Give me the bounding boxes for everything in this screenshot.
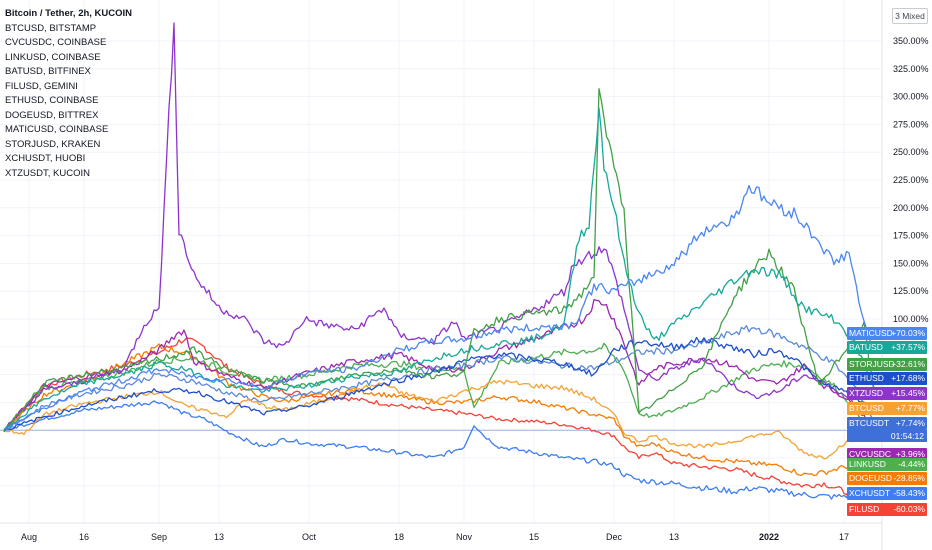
price-tag-symbol: XCHUSDT	[849, 488, 891, 498]
price-tag-symbol: DOGEUSD	[849, 473, 892, 483]
price-tag-value: -4.44%	[898, 459, 925, 469]
price-tag-value: +7.74%	[895, 418, 925, 428]
price-tag-symbol: LINKUSD	[849, 459, 886, 469]
series-line-xchusdt	[3, 400, 875, 500]
price-tag-ethusd[interactable]: ETHUSD +17.68%	[847, 372, 927, 385]
legend-entry[interactable]: DOGEUSD, BITTREX	[5, 109, 99, 121]
series-line-storjusd	[3, 88, 875, 431]
price-tag-symbol: BTCUSD	[849, 403, 884, 413]
legend: Bitcoin / Tether, 2h, KUCOIN BTCUSD, BIT…	[5, 7, 132, 181]
series-line-ethusd	[3, 336, 875, 432]
y-tick-label: 325.00%	[893, 64, 929, 74]
price-tag-symbol: BTCUSDT	[849, 418, 890, 428]
price-tag-symbol: BATUSD	[849, 342, 883, 352]
x-tick-label: Sep	[151, 532, 167, 542]
legend-entry[interactable]: FILUSD, GEMINI	[5, 80, 78, 92]
y-tick-label: 150.00%	[893, 258, 929, 268]
price-tag-value: +17.68%	[891, 373, 925, 383]
legend-entry[interactable]: ETHUSD, COINBASE	[5, 95, 99, 106]
price-tag-value: +32.61%	[891, 359, 925, 369]
legend-entry[interactable]: XTZUSDT, KUCOIN	[5, 167, 90, 179]
x-tick-label: 18	[394, 532, 404, 542]
price-tag-cvcusdc[interactable]: CVCUSDC +3.96%	[847, 448, 927, 461]
price-tag-value: +37.57%	[891, 342, 925, 352]
price-tag-linkusd[interactable]: LINKUSD -4.44%	[847, 458, 927, 471]
x-tick-label: 16	[79, 532, 89, 542]
price-tag-symbol: STORJUSD	[849, 359, 895, 369]
y-tick-label: 275.00%	[893, 119, 929, 129]
price-tag-batusd[interactable]: BATUSD +37.57%	[847, 341, 927, 354]
legend-entry[interactable]: LINKUSD, COINBASE	[5, 51, 101, 63]
x-tick-label: Nov	[456, 532, 473, 542]
y-tick-label: 250.00%	[893, 147, 929, 157]
series-line-btcusdt	[3, 324, 875, 433]
price-tag-symbol: CVCUSDC	[849, 449, 892, 459]
y-tick-label: 200.00%	[893, 203, 929, 213]
price-tag-maticusd[interactable]: MATICUSD+70.03%	[847, 327, 927, 340]
price-tag-symbol: FILUSD	[849, 504, 880, 514]
legend-entry[interactable]: STORJUSD, KRAKEN	[5, 138, 101, 150]
series-line-maticusd	[3, 184, 875, 430]
price-tag-value: +3.96%	[895, 449, 925, 459]
price-tag-value: +7.77%	[895, 403, 925, 413]
x-tick-label: 15	[529, 532, 539, 542]
series-line-filusd	[3, 337, 875, 500]
series-line-btcusd	[3, 379, 875, 460]
bar-countdown: 01:54:12	[847, 430, 927, 442]
price-tag-storjusd[interactable]: STORJUSD+32.61%	[847, 358, 927, 371]
x-tick-label: 13	[214, 532, 224, 542]
price-tag-value: -58.43%	[893, 488, 925, 498]
price-tag-value: -60.03%	[893, 504, 925, 514]
y-tick-label: 350.00%	[893, 36, 929, 46]
price-tag-symbol: XTZUSD	[849, 388, 883, 398]
x-tick-label: 13	[669, 532, 679, 542]
series-line-xtzusdt	[3, 22, 875, 433]
legend-entry[interactable]: XCHUSDT, HUOBI	[5, 153, 86, 164]
y-tick-label: 175.00%	[893, 231, 929, 241]
price-tag-value: +70.03%	[891, 328, 925, 338]
price-tag-btcusdt[interactable]: BTCUSDT +7.74%	[847, 417, 927, 430]
x-tick-label: 2022	[759, 532, 779, 542]
scale-mode-button[interactable]: 3 Mixed	[892, 8, 928, 24]
price-tag-value: -28.85%	[893, 473, 925, 483]
y-tick-label: 300.00%	[893, 92, 929, 102]
y-tick-label: 125.00%	[893, 286, 929, 296]
legend-entry[interactable]: MATICUSD, COINBASE	[5, 124, 109, 135]
y-tick-label: 100.00%	[893, 314, 929, 324]
y-tick-label: 225.00%	[893, 175, 929, 185]
price-tag-symbol: ETHUSD	[849, 373, 884, 383]
legend-entry[interactable]: BTCUSD, BITSTAMP	[5, 22, 97, 34]
price-tag-dogeusd[interactable]: DOGEUSD-28.85%	[847, 472, 927, 485]
x-tick-label: 17	[839, 532, 849, 542]
x-tick-label: Aug	[21, 532, 37, 542]
legend-entry[interactable]: BATUSD, BITFINEX	[5, 66, 91, 77]
x-tick-label: Oct	[302, 532, 317, 542]
price-tag-xtzusd[interactable]: XTZUSD +15.45%	[847, 387, 927, 400]
price-tag-symbol: MATICUSD	[849, 328, 893, 338]
price-tag-filusd[interactable]: FILUSD -60.03%	[847, 503, 927, 516]
price-tag-btcusd[interactable]: BTCUSD +7.77%	[847, 402, 927, 415]
x-tick-label: Dec	[606, 532, 623, 542]
price-tag-value: +15.45%	[891, 388, 925, 398]
price-tag-xchusdt[interactable]: XCHUSDT -58.43%	[847, 487, 927, 500]
legend-header[interactable]: Bitcoin / Tether, 2h, KUCOIN	[5, 8, 133, 19]
legend-entry[interactable]: CVCUSDC, COINBASE	[5, 37, 107, 48]
series-line-batusd	[3, 107, 875, 432]
